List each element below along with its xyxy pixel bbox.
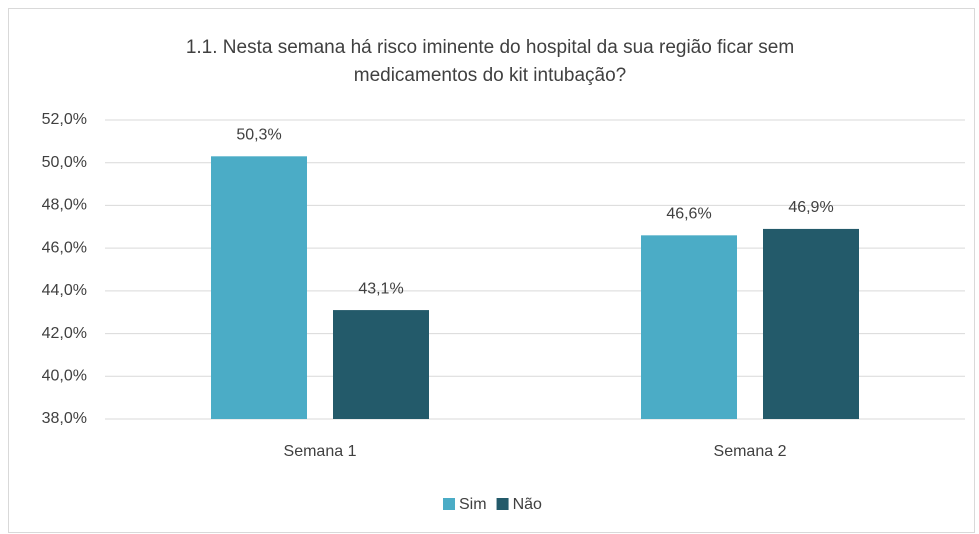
y-tick-label: 40,0% (42, 368, 87, 385)
x-tick-label: Semana 1 (284, 443, 357, 460)
bar (763, 228, 859, 419)
bar (211, 156, 307, 420)
legend-label: Sim (459, 496, 487, 513)
legend-swatch (443, 498, 455, 510)
data-label: 43,1% (358, 280, 403, 297)
y-tick-label: 42,0% (42, 325, 87, 342)
y-tick-label: 50,0% (42, 154, 87, 171)
data-label: 46,9% (788, 199, 833, 216)
chart-title: medicamentos do kit intubação? (354, 65, 627, 86)
y-tick-label: 52,0% (42, 111, 87, 128)
legend-label: Não (513, 496, 542, 513)
x-tick-label: Semana 2 (714, 443, 787, 460)
legend-swatch (496, 498, 509, 510)
y-tick-label: 44,0% (42, 282, 87, 299)
y-tick-label: 46,0% (42, 239, 87, 256)
bar (641, 235, 737, 419)
bar (333, 310, 429, 419)
data-label: 46,6% (666, 206, 711, 223)
chart-title: 1.1. Nesta semana há risco iminente do h… (186, 37, 794, 58)
y-tick-label: 48,0% (42, 197, 87, 214)
y-tick-label: 38,0% (42, 410, 87, 427)
data-label: 50,3% (236, 127, 281, 144)
